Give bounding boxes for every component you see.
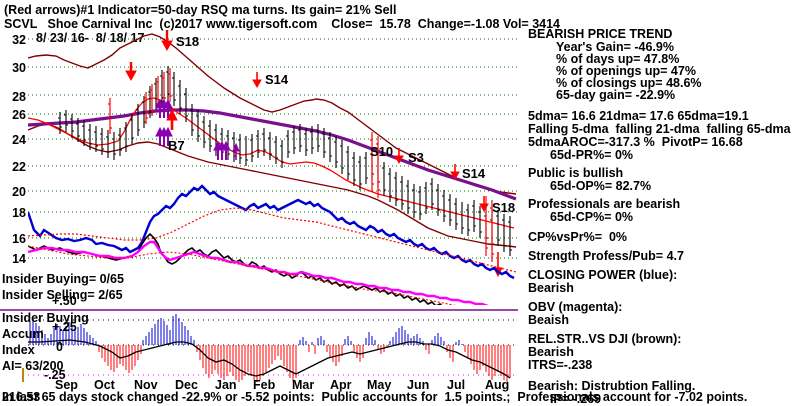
subchart-axis-zero: 0 (56, 340, 63, 354)
obv-line (28, 240, 489, 305)
closing-power-value: Bearish (528, 281, 574, 295)
company-name: Shoe Carnival Inc (47, 17, 153, 31)
subchart-axis-plus25: +.25 (52, 320, 77, 334)
insider-buying-label: Insider Buying= 0/65 (2, 272, 124, 286)
rel-strength-title: REL.STR..VS DJI (brown): (528, 332, 682, 346)
op65-line: 65d-OP%= 82.7% (550, 179, 652, 193)
indicator-headline: (Red arrows)#1 Indicator=50-day RSQ ma t… (4, 3, 397, 17)
long-moving-average-line (28, 108, 517, 201)
rel-strength-line (28, 33, 517, 195)
aroc-pivot-line: 5dmaAROC=-317.3 % PivotP= 16.68 (528, 135, 743, 149)
strength-line: Strength Profess/Pub= 4.7 (528, 249, 684, 263)
gain-65day-line: 65-day gain= -22.9% (556, 88, 676, 102)
x-axis-month-label: Aug (485, 378, 510, 392)
signal-label-s14-upper: S14 (265, 72, 289, 87)
closing-power-title: CLOSING POWER (blue): (528, 268, 678, 282)
x-axis-month-label: Nov (134, 378, 158, 392)
ip-value-line: IP= -.269 (550, 392, 602, 406)
x-axis-month-label: Apr (330, 378, 352, 392)
y-axis-label: 28 (12, 90, 26, 104)
subchart-title-line3: Index (2, 343, 35, 357)
price-ohlc-bars (58, 66, 512, 256)
dma-falling-line: Falling 5-dma falling 21-dma falling 65-… (528, 122, 791, 136)
days-up-line: % of days up= 47.8% (556, 52, 680, 66)
trend-title: BEARISH PRICE TREND (528, 27, 673, 41)
website-label: www.tigersoft.com (205, 17, 318, 31)
insider-selling-label: Insider Selling= 2/65 (2, 288, 123, 302)
signal-label-b7: B7 (168, 138, 185, 153)
insider-buy-arrows (155, 98, 240, 160)
signal-label-s18-top: S18 (176, 34, 200, 49)
x-axis-month-label: Mar (292, 378, 315, 392)
price-chart-canvas[interactable] (0, 0, 520, 392)
status-summary-text: In last 65 days stock changed -22.9% or … (2, 390, 748, 404)
cp-vs-pr-line: CP%vsPr%= 0% (528, 230, 628, 244)
obv-ma-dotted-line (28, 245, 456, 305)
volume-label: Vol= 3414 (502, 17, 561, 31)
y-axis-label: 26 (12, 108, 26, 122)
signal-label-s18-lower: S18 (492, 200, 516, 215)
change-label: Change=-1.08 (417, 17, 500, 31)
x-axis-month-label: Feb (253, 378, 276, 392)
signal-label-s10: S10 (370, 144, 394, 159)
x-axis-month-label: Jul (447, 378, 466, 392)
y-axis-label: 16 (12, 232, 26, 246)
accum-index-positive-bars (29, 314, 463, 345)
subchart-axis-plus50: +.50 (52, 294, 77, 308)
professional-sentiment-line: Professionals are bearish (528, 197, 681, 211)
closing-power-ma-line (28, 207, 517, 273)
signal-label-s14-lower: S14 (462, 166, 486, 181)
x-axis-month-label: Oct (94, 378, 115, 392)
y-axis-label: 14 (12, 252, 26, 266)
x-axis-month-label: May (367, 378, 392, 392)
y-axis-label: 22 (12, 160, 26, 174)
x-axis-month-label: Jun (407, 378, 430, 392)
x-axis-month-label: Jan (215, 378, 237, 392)
openings-up-line: % of openings up= 47% (556, 64, 696, 78)
x-axis-month-label: Dec (175, 378, 198, 392)
gridlines (28, 38, 518, 259)
sell-signal-arrows (125, 30, 489, 213)
y-axis-label: 32 (12, 33, 26, 47)
red-price-bars (108, 68, 494, 262)
date-range-label: 8/ 23/ 16- 8/ 18/ 17 (36, 31, 145, 45)
close-price-label: Close= 15.78 (331, 17, 411, 31)
closings-up-line: % of closings up= 48.6% (556, 76, 702, 90)
signal-label-s3: S3 (408, 150, 424, 165)
y-axis-label: 30 (12, 61, 26, 75)
closing-power-line (28, 184, 515, 280)
dma-values-line: 5dma= 16.6 21dma= 17.6 65dma=19.1 (528, 109, 749, 123)
y-axis-label: 20 (12, 185, 26, 199)
analysis-info-panel: BEARISH PRICE TREND Year's Gain= -46.9% … (524, 27, 800, 405)
ticker-symbol: SCVL (4, 17, 38, 31)
distribution-line: Bearish: Distrubtion Falling. (528, 379, 696, 393)
rel-strength-value: Bearish (528, 345, 574, 359)
obv-value: Beaish (528, 313, 569, 327)
subchart-gridlines (28, 319, 518, 376)
buy-signal-arrow-red (166, 108, 178, 130)
y-axis-label: 18 (12, 206, 26, 220)
rel-strength-lower-line (28, 123, 517, 248)
accum-smoothed-line (28, 339, 511, 379)
status-overlay-number: 216.53 (2, 390, 41, 404)
x-axis-month-label: Sep (55, 378, 78, 392)
quote-header-row: SCVL Shoe Carnival Inc (c)2017 www.tiger… (4, 18, 560, 31)
pr65-line: 65d-PR%= 0% (550, 148, 634, 162)
cp65-line: 65d-CP%= 0% (550, 210, 634, 224)
public-sentiment-line: Public is bullish (528, 166, 624, 180)
obv-title: OBV (magenta): (528, 300, 623, 314)
years-gain-line: Year's Gain= -46.9% (556, 40, 674, 54)
subchart-title-line1: Insider Buying (2, 311, 89, 325)
y-axis-label: 24 (12, 133, 26, 147)
subchart-ai-value: AI= 63/200 (2, 359, 64, 373)
copyright-label: (c)2017 (159, 17, 203, 31)
itrs-line: ITRS=-.238 (528, 358, 593, 372)
subchart-title-line2: Accum (2, 327, 44, 341)
x-axis-origin-tick (22, 368, 24, 382)
subchart-axis-minus25: -.25 (44, 368, 66, 382)
